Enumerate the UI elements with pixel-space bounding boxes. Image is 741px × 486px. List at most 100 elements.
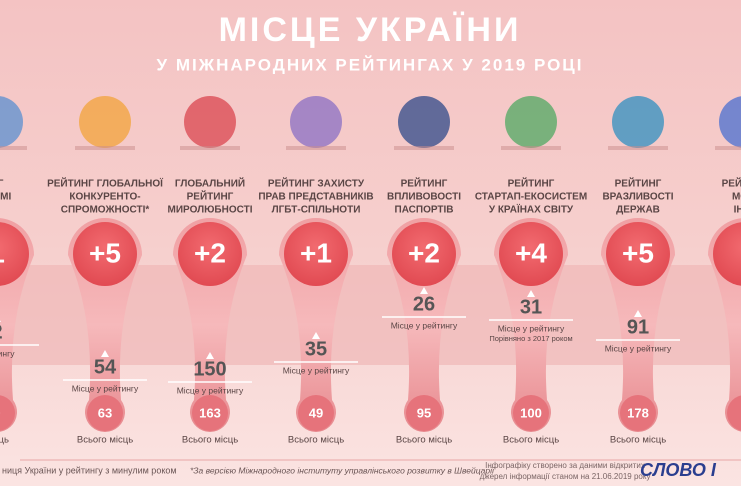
- rank: 150: [193, 358, 226, 380]
- marker: [420, 287, 428, 294]
- illustration-base: [180, 146, 240, 150]
- total-label: Всього місць: [503, 435, 559, 446]
- illustration: [184, 96, 236, 148]
- marker: [101, 350, 109, 357]
- rank: 54: [94, 356, 117, 378]
- total: 63: [98, 405, 112, 420]
- total-ball: [192, 395, 228, 431]
- total-label: Всього місць: [396, 435, 452, 446]
- subtitle: У МІЖНАРОДНИХ РЕЙТИНГАХ У 2019 РОЦІ: [157, 55, 584, 74]
- rank: 2: [0, 321, 3, 343]
- logo: СЛОВО І: [640, 460, 717, 480]
- rank-label: Місце у рейтингу: [177, 385, 244, 395]
- column-title: ВПЛИВОВОСТІ: [387, 192, 461, 203]
- footer-legend: ниця України у рейтингу з минулим роком: [2, 465, 177, 475]
- illustration-base: [75, 146, 135, 150]
- change: +2: [194, 237, 226, 268]
- rank: 91: [627, 316, 649, 338]
- column-title: РЕЙТИНГ: [615, 177, 662, 190]
- column-title: РЕЙТИНГ: [508, 177, 555, 190]
- column-title: М ЗМІ: [0, 192, 11, 203]
- column-title: РЕЙТИНГ: [187, 190, 234, 203]
- total-ball: [620, 395, 656, 431]
- total-ball: [406, 395, 442, 431]
- source: джерел інформації станом на 21.06.2019 р…: [480, 472, 651, 481]
- column-title: РЕЙТИНГ: [722, 177, 741, 190]
- total: 0: [0, 405, 1, 420]
- column-title: ПРАВ ПРЕДСТАВНИКІВ: [258, 192, 373, 203]
- total-ball: [0, 395, 15, 431]
- illustration: [612, 96, 664, 148]
- illustration: [719, 96, 741, 148]
- rank: 35: [305, 338, 327, 360]
- change: 1: [0, 237, 5, 268]
- illustration-base: [608, 146, 668, 150]
- illustration-base: [0, 146, 27, 150]
- marker: [634, 310, 642, 317]
- total-ball: [298, 395, 334, 431]
- change-ball: [73, 222, 137, 286]
- change-ball: [178, 222, 242, 286]
- change-ball: [713, 222, 741, 286]
- illustration-base: [501, 146, 561, 150]
- marker: [0, 320, 1, 322]
- column-title: У КРАЇНАХ СВІТУ: [489, 203, 574, 216]
- change: +2: [408, 237, 440, 268]
- rank: 31: [520, 296, 542, 318]
- column-title: РЕЙТИНГ ЗАХИСТУ: [268, 177, 365, 190]
- total-ball: [727, 395, 741, 431]
- illustration-base: [715, 146, 741, 150]
- illustration-base: [286, 146, 346, 150]
- total-label: місць: [0, 435, 9, 446]
- column-title: РЕЙТИНГ ГЛОБАЛЬНОЇ: [47, 177, 163, 190]
- footnote: *За версією Міжнародного інституту управ…: [190, 465, 495, 475]
- column-title: ВРАЗЛИВОСТІ: [602, 192, 673, 203]
- illustration: [79, 96, 131, 148]
- rank-label: Місце у рейтингу: [391, 320, 458, 330]
- rank: 26: [413, 293, 435, 315]
- total-ball: [87, 395, 123, 431]
- total-ball: [513, 395, 549, 431]
- total: 49: [309, 405, 323, 420]
- title: МІСЦЕ УКРАЇНИ: [219, 11, 522, 49]
- change: +1: [300, 237, 332, 268]
- rank-label: Місце у рейтингу: [72, 383, 139, 393]
- rank-label: Місце у рейтингу: [605, 343, 672, 353]
- illustration: [290, 96, 342, 148]
- column-title: ПАСПОРТІВ: [395, 205, 454, 216]
- change: +5: [622, 237, 654, 268]
- total-label: Всього місць: [77, 435, 133, 446]
- illustration: [0, 96, 23, 148]
- total: 100: [520, 405, 542, 420]
- marker: [312, 332, 320, 339]
- total-label: Всього місць: [288, 435, 344, 446]
- total-label: Всього місць: [610, 435, 666, 446]
- marker: [206, 352, 214, 359]
- rank-label: рейтингу: [0, 348, 15, 358]
- column-title: ГЛОБАЛЬНИЙ: [175, 177, 245, 190]
- column-title: ДЕРЖАВ: [616, 205, 660, 216]
- change-ball: [0, 222, 29, 286]
- rank-note: Порівняно з 2017 роком: [489, 334, 572, 343]
- column-title: СПРОМОЖНОСТІ*: [61, 205, 150, 216]
- column-title: ІНТЕ: [734, 205, 741, 216]
- total: 95: [417, 405, 431, 420]
- change-ball: [392, 222, 456, 286]
- change-ball: [606, 222, 670, 286]
- change: +5: [89, 237, 121, 268]
- total: 163: [199, 405, 221, 420]
- change-ball: [284, 222, 348, 286]
- rank-label: Місце у рейтингу: [498, 323, 565, 333]
- total: 178: [627, 405, 649, 420]
- illustration-base: [394, 146, 454, 150]
- column-title: РЕЙТИНГ: [401, 177, 448, 190]
- column-title: ЛГБТ-СПІЛЬНОТИ: [272, 205, 361, 216]
- change: +4: [515, 237, 547, 268]
- column-title: КОНКУРЕНТО-: [69, 192, 140, 203]
- change-ball: [499, 222, 563, 286]
- rank-label: Місце у рейтингу: [283, 365, 350, 375]
- column-title: НГ: [0, 179, 4, 190]
- column-title: МОБІ: [732, 192, 741, 203]
- illustration: [505, 96, 557, 148]
- column-title: СТАРТАП-ЕКОСИСТЕМ: [475, 192, 587, 203]
